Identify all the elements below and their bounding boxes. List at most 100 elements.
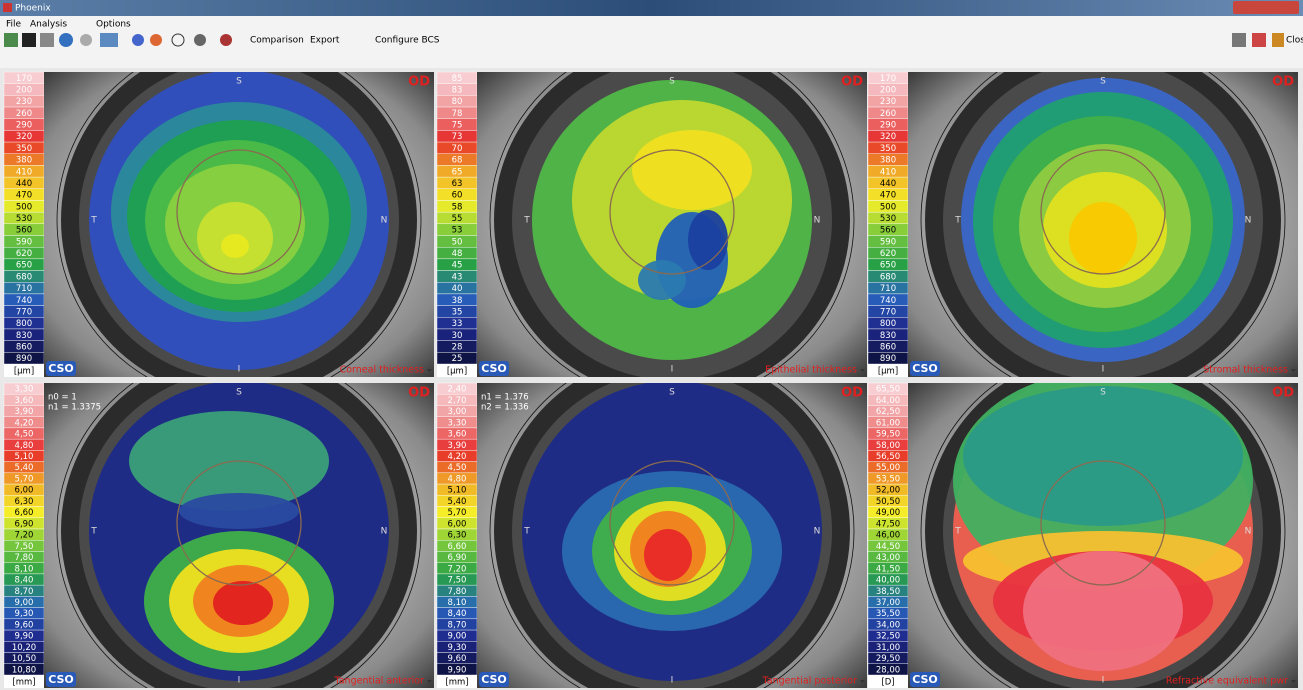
scale-label: 320 <box>16 132 32 142</box>
scale-label: 33 <box>452 319 463 329</box>
scale-label: 10,20 <box>12 643 36 653</box>
scale-label: 4,80 <box>15 441 34 451</box>
scale-label: 6,30 <box>448 531 467 541</box>
scale-label: 32,50 <box>876 632 900 642</box>
toolbar-icons[interactable] <box>4 33 1284 47</box>
unit-label: [µm] <box>14 367 34 377</box>
scale-label: 9,60 <box>15 620 34 630</box>
menu-file[interactable]: File <box>6 20 22 30</box>
unit-label: [mm] <box>12 678 35 688</box>
orientation-t: T <box>523 527 530 537</box>
scale-label: 9,00 <box>15 598 34 608</box>
scale-label: 28 <box>452 342 463 352</box>
scale-label: 44,50 <box>876 542 900 552</box>
scale-label: 10,80 <box>12 665 36 675</box>
toolbar-comparison[interactable]: Comparison <box>250 36 304 46</box>
reference-circle <box>176 460 302 586</box>
scale-label: 830 <box>880 331 896 341</box>
eye-label: OD <box>1272 386 1294 401</box>
scale-label: 800 <box>16 319 32 329</box>
scale-label: 890 <box>880 354 896 364</box>
unit-label: [µm] <box>447 367 467 377</box>
scale-label: 560 <box>880 226 896 236</box>
eye-image: S T N I <box>477 383 867 688</box>
scale-label: 290 <box>16 121 32 131</box>
scale-label: 37,00 <box>876 598 900 608</box>
scale-label: 60 <box>452 191 463 201</box>
scale-label: 440 <box>16 179 32 189</box>
logo-bg <box>910 672 940 687</box>
scale-label: 590 <box>880 237 896 247</box>
unit-cell <box>4 675 44 688</box>
scale-label: 56,50 <box>876 452 900 462</box>
outer-circle <box>56 72 422 377</box>
toolbar-close[interactable]: Close <box>1286 36 1303 46</box>
window-buttons[interactable] <box>1233 1 1299 14</box>
scale-label: 65,50 <box>876 385 900 395</box>
map-title: Refractive equivalent pwr <box>1166 676 1288 687</box>
menu-analysis[interactable]: Analysis <box>30 20 67 30</box>
title-dropdown <box>1291 369 1296 372</box>
scale-label: 260 <box>16 109 32 119</box>
scale-label: 4,80 <box>448 474 467 484</box>
scale-label: 170 <box>880 74 896 84</box>
scale-label: 61,00 <box>876 418 900 428</box>
scale-label: 5,10 <box>15 452 34 462</box>
scale-label: 3,60 <box>448 430 467 440</box>
scale-label: 80 <box>452 97 463 107</box>
scale-label: 8,40 <box>15 576 34 586</box>
eye-image: S T N I <box>908 383 1298 688</box>
logo: CSO <box>912 673 938 686</box>
orientation-n: N <box>1245 527 1252 537</box>
logo: CSO <box>912 362 938 375</box>
reference-circle <box>609 460 735 586</box>
scale-label: 4,50 <box>448 463 467 473</box>
scale-label: 6,60 <box>448 542 467 552</box>
scale-label: 830 <box>16 331 32 341</box>
unit-cell <box>437 675 477 688</box>
orientation-s: S <box>1100 388 1106 398</box>
menu-options[interactable]: Options <box>96 20 131 30</box>
title-dropdown <box>1291 680 1296 683</box>
logo-bg <box>479 672 509 687</box>
scale-label: 860 <box>880 342 896 352</box>
map-region <box>632 130 752 210</box>
map-region <box>179 493 299 529</box>
scale-label: 5,40 <box>15 463 34 473</box>
scale-label: 200 <box>880 86 896 96</box>
scale-label: 38,50 <box>876 587 900 597</box>
scale-label: 3,30 <box>448 418 467 428</box>
scale-label: 7,20 <box>15 531 34 541</box>
map-region <box>688 210 728 270</box>
reference-circle <box>609 149 735 275</box>
map-region <box>644 529 692 581</box>
scale-label: 64,00 <box>876 396 900 406</box>
scale-label: 6,90 <box>15 519 34 529</box>
scale-label: 31,00 <box>876 643 900 653</box>
toolbar-configure-bcs[interactable]: Configure BCS <box>375 36 440 46</box>
scale-label: 560 <box>16 226 32 236</box>
scale-label: 590 <box>16 237 32 247</box>
toolbar-export[interactable]: Export <box>310 36 340 46</box>
window-title: Phoenix <box>15 4 51 14</box>
scale-label: 440 <box>880 179 896 189</box>
scale-label: 350 <box>880 144 896 154</box>
title-bar <box>0 0 1303 16</box>
scale-label: 35,50 <box>876 609 900 619</box>
scale-label: 9,30 <box>15 609 34 619</box>
scale-label: 7,80 <box>15 553 34 563</box>
scale-label: 53 <box>452 226 463 236</box>
scale-label: 35 <box>452 307 463 317</box>
scale-label: 410 <box>16 167 32 177</box>
scale-label: 500 <box>16 202 32 212</box>
scale-label: 6,00 <box>448 519 467 529</box>
scale-label: 650 <box>16 261 32 271</box>
logo-bg <box>46 361 76 376</box>
scale-label: 58 <box>452 202 463 212</box>
outer-circle <box>56 383 422 688</box>
scale-label: 8,10 <box>448 598 467 608</box>
orientation-t: T <box>90 216 97 226</box>
title-dropdown <box>860 680 865 683</box>
unit-cell <box>437 364 477 377</box>
